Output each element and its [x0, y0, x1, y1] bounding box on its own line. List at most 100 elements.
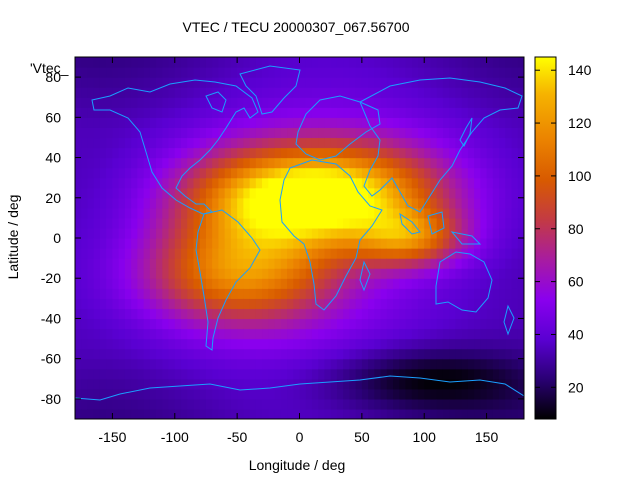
- heatmap-cell: [436, 107, 444, 118]
- heatmap-cell: [218, 308, 226, 320]
- heatmap-cell: [355, 288, 363, 299]
- heatmap-cell: [255, 57, 263, 68]
- heatmap-cell: [112, 127, 120, 139]
- heatmap-cell: [343, 187, 350, 199]
- heatmap-cell: [461, 77, 469, 88]
- heatmap-cell: [386, 77, 394, 88]
- heatmap-cell: [299, 248, 307, 259]
- heatmap-cell: [361, 147, 369, 159]
- heatmap-cell: [149, 187, 157, 199]
- heatmap-cell: [131, 137, 138, 149]
- heatmap-cell: [355, 147, 363, 159]
- heatmap-cell: [430, 127, 438, 139]
- heatmap-cell: [81, 147, 89, 159]
- heatmap-cell: [187, 308, 195, 320]
- heatmap-cell: [218, 278, 226, 289]
- heatmap-cell: [81, 338, 89, 350]
- heatmap-cell: [480, 288, 488, 299]
- heatmap-cell: [205, 238, 213, 249]
- heatmap-cell: [81, 207, 89, 219]
- heatmap-cell: [162, 107, 170, 118]
- heatmap-cell: [318, 57, 326, 68]
- heatmap-cell: [255, 398, 263, 410]
- heatmap-cell: [199, 298, 207, 309]
- heatmap-cell: [318, 207, 326, 219]
- heatmap-cell: [81, 167, 89, 179]
- heatmap-cell: [199, 197, 207, 209]
- heatmap-cell: [255, 248, 263, 259]
- heatmap-cell: [268, 408, 276, 419]
- heatmap-cell: [224, 258, 232, 269]
- heatmap-cell: [131, 338, 138, 350]
- heatmap-cell: [399, 177, 407, 189]
- heatmap-cell: [156, 398, 163, 410]
- heatmap-cell: [455, 358, 463, 370]
- heatmap-cell: [131, 318, 138, 330]
- heatmap-cell: [131, 248, 138, 259]
- heatmap-cell: [118, 87, 126, 98]
- heatmap-cell: [430, 258, 438, 269]
- heatmap-cell: [393, 388, 400, 400]
- heatmap-cell: [355, 137, 363, 149]
- heatmap-cell: [274, 117, 282, 128]
- heatmap-cell: [106, 388, 114, 400]
- heatmap-cell: [330, 288, 338, 299]
- heatmap-cell: [299, 227, 307, 239]
- heatmap-cell: [187, 107, 195, 118]
- heatmap-cell: [149, 248, 157, 259]
- heatmap-cell: [511, 378, 519, 390]
- heatmap-cell: [355, 368, 363, 380]
- heatmap-cell: [305, 107, 313, 118]
- heatmap-cell: [436, 278, 444, 289]
- heatmap-cell: [368, 338, 375, 350]
- heatmap-cell: [243, 298, 251, 309]
- heatmap-cell: [449, 318, 457, 330]
- heatmap-cell: [311, 97, 319, 108]
- heatmap-cell: [174, 238, 182, 249]
- heatmap-cell: [124, 348, 132, 360]
- heatmap-cell: [212, 177, 220, 189]
- heatmap-cell: [156, 358, 163, 370]
- heatmap-cell: [249, 157, 257, 169]
- heatmap-cell: [330, 248, 338, 259]
- heatmap-cell: [162, 117, 170, 128]
- y-tick-label: -20: [41, 270, 61, 286]
- heatmap-cell: [505, 398, 513, 410]
- heatmap-cell: [330, 338, 338, 350]
- heatmap-cell: [237, 268, 244, 279]
- heatmap-cell: [324, 87, 332, 98]
- heatmap-cell: [455, 127, 463, 139]
- heatmap-cell: [156, 288, 163, 299]
- heatmap-cell: [230, 268, 238, 279]
- heatmap-cell: [249, 57, 257, 68]
- heatmap-cell: [181, 398, 188, 410]
- heatmap-cell: [324, 57, 332, 68]
- heatmap-cell: [380, 197, 388, 209]
- heatmap-cell: [511, 338, 519, 350]
- heatmap-cell: [168, 368, 176, 380]
- heatmap-cell: [137, 57, 145, 68]
- heatmap-cell: [255, 207, 263, 219]
- heatmap-cell: [411, 308, 419, 320]
- heatmap-cell: [505, 338, 513, 350]
- heatmap-cell: [149, 97, 157, 108]
- heatmap-cell: [131, 298, 138, 309]
- heatmap-cell: [255, 157, 263, 169]
- heatmap-cell: [75, 278, 82, 289]
- heatmap-cell: [230, 107, 238, 118]
- heatmap-cell: [492, 408, 500, 419]
- heatmap-cell: [299, 147, 307, 159]
- heatmap-cell: [511, 318, 519, 330]
- heatmap-cell: [442, 217, 450, 229]
- heatmap-cell: [393, 197, 400, 209]
- heatmap-cell: [430, 157, 438, 169]
- heatmap-cell: [193, 258, 201, 269]
- heatmap-cell: [287, 398, 294, 410]
- heatmap-cell: [112, 408, 120, 419]
- heatmap-cell: [168, 217, 176, 229]
- heatmap-cell: [305, 258, 313, 269]
- heatmap-cell: [467, 398, 475, 410]
- heatmap-cell: [455, 197, 463, 209]
- heatmap-cell: [386, 248, 394, 259]
